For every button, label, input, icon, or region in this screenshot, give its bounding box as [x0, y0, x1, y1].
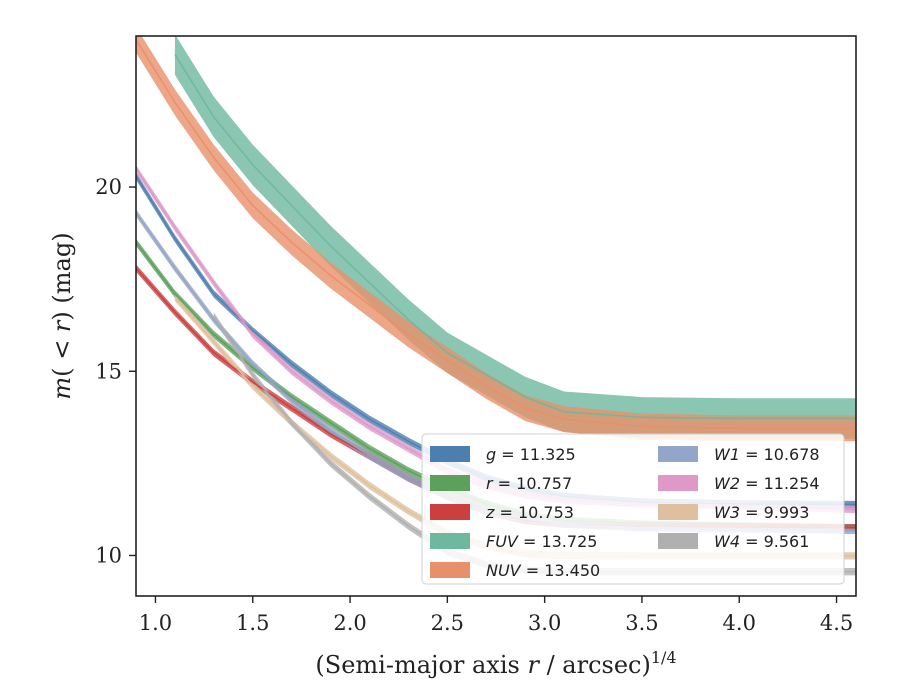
x-axis-label: (Semi-major axis r / arcsec)1/4	[315, 648, 676, 679]
band-z	[136, 264, 856, 532]
x-tick-label: 1.0	[139, 611, 172, 635]
y-tick-label: 15	[95, 359, 122, 383]
legend-label-w3: W3 = 9.993	[714, 503, 809, 522]
legend-swatch-g	[430, 446, 470, 462]
x-tick-label: 2.5	[431, 611, 464, 635]
y-axis-label: m( < r) (mag)	[48, 232, 76, 399]
line-nuv	[136, 39, 856, 430]
series-bands	[136, 36, 856, 576]
x-tick-label: 4.5	[820, 611, 853, 635]
legend-label-w2: W2 = 11.254	[714, 474, 820, 493]
x-tick-label: 4.0	[723, 611, 756, 635]
legend-swatch-w3	[658, 504, 698, 520]
legend-swatch-w1	[658, 446, 698, 462]
legend-swatch-w4	[658, 533, 698, 549]
x-tick-label: 3.5	[625, 611, 658, 635]
x-tick-label: 1.5	[236, 611, 269, 635]
x-axis: 1.0 1.5 2.0 2.5 3.0 3.5 4.0 4.5	[139, 596, 853, 635]
legend-swatch-nuv	[430, 562, 470, 578]
legend-box	[421, 433, 845, 585]
legend-label-w4: W4 = 9.561	[714, 532, 809, 551]
y-axis: 10 15 20	[95, 175, 136, 567]
legend-swatch-w2	[658, 475, 698, 491]
legend-swatch-fuv	[430, 533, 470, 549]
legend: g = 11.325 r = 10.757 z = 10.753 FUV = 13.7…	[421, 433, 845, 585]
legend-swatch-z	[430, 504, 470, 520]
band-fuv	[174, 36, 856, 439]
y-tick-label: 10	[95, 543, 122, 567]
legend-label-nuv: NUV = 13.450	[486, 561, 600, 580]
legend-label-g: g = 11.325	[486, 445, 576, 464]
band-nuv	[136, 36, 856, 442]
line-fuv	[174, 53, 856, 420]
y-tick-label: 20	[95, 175, 122, 199]
legend-label-fuv: FUV = 13.725	[486, 532, 597, 551]
plot-frame	[135, 35, 857, 597]
x-tick-label: 2.0	[333, 611, 366, 635]
legend-label-z: z = 10.753	[485, 503, 574, 522]
x-tick-label: 3.0	[528, 611, 561, 635]
legend-label-w1: W1 = 10.678	[714, 445, 820, 464]
band-r	[136, 238, 856, 532]
legend-swatch-r	[430, 475, 470, 491]
legend-label-r: r = 10.757	[486, 474, 572, 493]
